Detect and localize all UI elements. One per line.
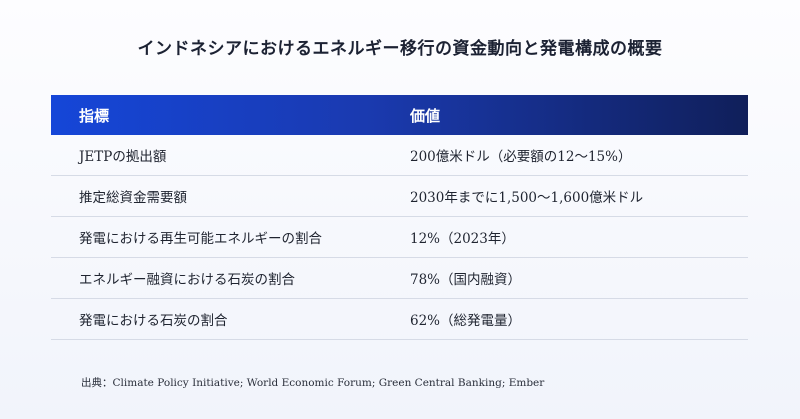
row-indicator: エネルギー融資における石炭の割合 — [79, 272, 295, 288]
row-indicator: 発電における再生可能エネルギーの割合 — [79, 231, 322, 247]
table-row: エネルギー融資における石炭の割合 78%（国内融資） — [51, 258, 748, 299]
row-indicator: 発電における石炭の割合 — [79, 313, 228, 329]
table-row: JETPの拠出額 200億米ドル（必要額の12〜15%） — [51, 135, 748, 176]
row-value: 12%（2023年） — [410, 231, 515, 247]
table-row: 推定総資金需要額 2030年までに1,500〜1,600億米ドル — [51, 176, 748, 217]
header-value: 価値 — [410, 106, 441, 125]
page-title: インドネシアにおけるエネルギー移行の資金動向と発電構成の概要 — [137, 39, 663, 59]
row-value: 62%（総発電量） — [410, 313, 522, 329]
data-table: 指標 価値 JETPの拠出額 200億米ドル（必要額の12〜15%） 推定総資金… — [51, 95, 748, 340]
row-indicator: JETPの拠出額 — [79, 149, 167, 165]
row-value: 2030年までに1,500〜1,600億米ドル — [410, 190, 644, 206]
table-header: 指標 価値 — [51, 95, 748, 135]
table-row: 発電における石炭の割合 62%（総発電量） — [51, 299, 748, 340]
row-indicator: 推定総資金需要額 — [79, 190, 187, 206]
row-value: 200億米ドル（必要額の12〜15%） — [410, 149, 632, 165]
header-indicator: 指標 — [79, 106, 110, 125]
source-note: 出典：Climate Policy Initiative; World Econ… — [81, 377, 545, 389]
row-value: 78%（国内融資） — [410, 272, 522, 288]
table-row: 発電における再生可能エネルギーの割合 12%（2023年） — [51, 217, 748, 258]
